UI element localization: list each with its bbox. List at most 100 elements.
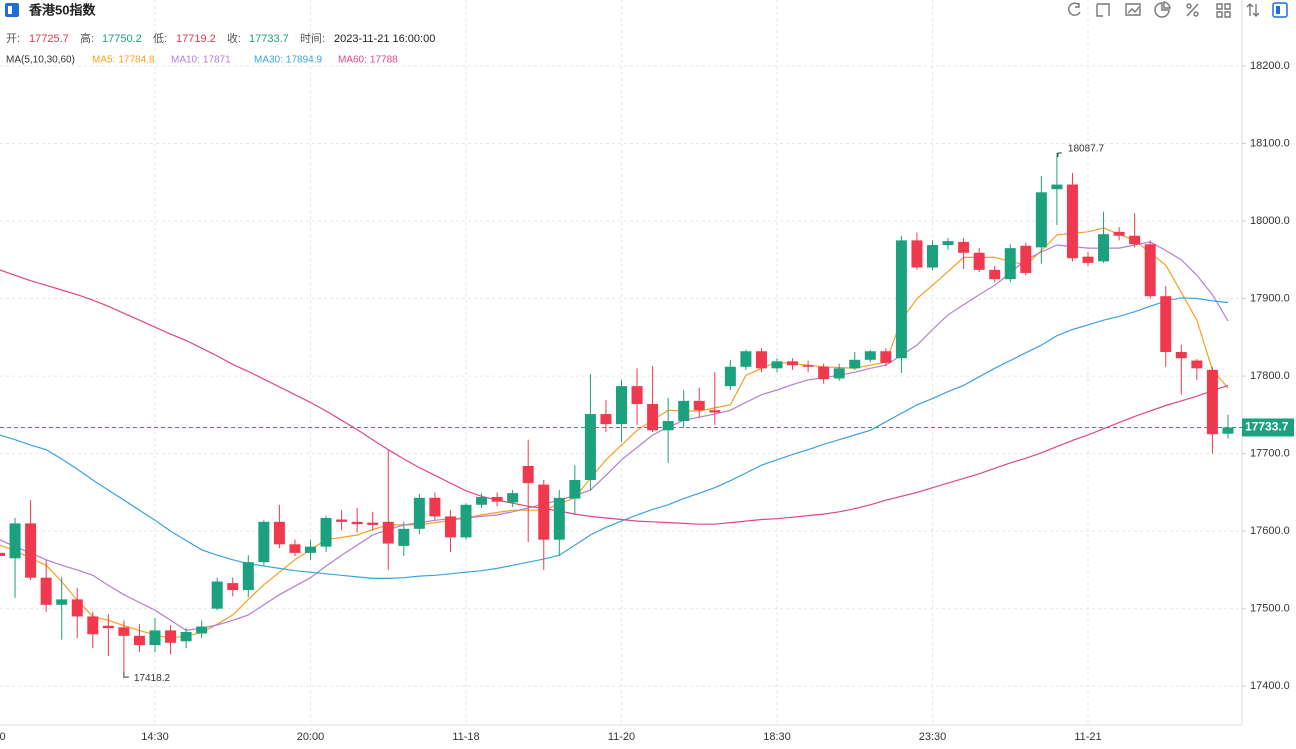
candle-body	[56, 599, 68, 605]
high-value: 17750.2	[102, 33, 142, 45]
ma-lines	[0, 227, 1229, 639]
candle-body	[398, 528, 410, 546]
legend-name: MA30:	[254, 55, 283, 66]
layout-button[interactable]	[1216, 3, 1231, 18]
candle-body	[227, 583, 239, 591]
current-price-tag	[1242, 418, 1294, 437]
legend-value: 17784.8	[118, 55, 155, 66]
y-tick-label: 18200.0	[1250, 60, 1290, 72]
legend-name: MA5:	[92, 55, 115, 66]
candle-body	[662, 421, 674, 431]
candles	[0, 152, 1234, 673]
draw-button[interactable]	[1096, 3, 1110, 17]
candle-body	[413, 497, 425, 529]
candle-body	[553, 497, 565, 540]
ma-line	[0, 227, 1229, 639]
candle-body	[196, 626, 208, 634]
panel-button-part	[1276, 6, 1280, 14]
min-label: 17418.2	[134, 673, 171, 684]
candle-body	[958, 241, 970, 253]
candle-body	[1082, 256, 1094, 263]
candle-body	[25, 523, 37, 578]
chart-title: 香港50指数	[28, 2, 96, 17]
x-tick-label: 18:30	[763, 731, 791, 743]
y-tick-label: 17800.0	[1250, 370, 1290, 382]
candle-body	[522, 466, 534, 484]
candle-body	[740, 351, 752, 367]
candle-body	[491, 497, 503, 502]
candle-body	[911, 240, 923, 268]
y-tick-label: 18000.0	[1250, 215, 1290, 227]
candle-body	[476, 497, 488, 505]
toolbar	[1068, 1, 1288, 18]
x-tick-label: 11-21	[1074, 731, 1101, 743]
candle-body	[429, 497, 441, 517]
candle-body	[1035, 192, 1047, 248]
candle-body	[631, 386, 643, 404]
candle-body	[1129, 235, 1141, 245]
candle-body	[460, 504, 472, 538]
candle-body	[1020, 245, 1032, 273]
open-value: 17725.7	[29, 33, 69, 45]
candle-body	[102, 625, 114, 629]
low-value: 17719.2	[176, 33, 216, 45]
current-price-label: 17733.7	[1245, 420, 1289, 434]
grid	[0, 0, 1242, 725]
candle-body	[724, 366, 736, 387]
y-tick-label: 17500.0	[1250, 603, 1290, 615]
candle-body	[149, 630, 161, 646]
candle-body	[709, 410, 721, 413]
refresh-button[interactable]	[1068, 2, 1081, 16]
legend-name: MA10:	[171, 55, 200, 66]
low-label: 低:	[153, 32, 167, 45]
candle-body	[1004, 248, 1016, 280]
percent-button[interactable]	[1186, 3, 1199, 17]
candle-body	[1066, 184, 1078, 259]
sort-button[interactable]	[1246, 3, 1260, 17]
legend-value: 17788	[370, 55, 398, 66]
candle-body	[973, 252, 985, 270]
x-tick-label: 20:00	[297, 731, 325, 743]
open-label: 开:	[6, 33, 20, 45]
candle-body	[382, 521, 394, 544]
candle-body	[647, 403, 659, 431]
overlay: 17400.0 17500.0 17600.0 17700.0 17800.0 17900…	[0, 60, 1294, 743]
ma-line	[0, 269, 1229, 525]
x-tick-label: 11-20	[608, 731, 635, 743]
symbol-icon-part	[8, 6, 12, 14]
candle-body	[693, 400, 705, 411]
candle-body	[584, 414, 596, 480]
time-value: 2023-11-21 16:00:00	[334, 33, 435, 45]
candle-body	[833, 368, 845, 379]
panel-button[interactable]	[1272, 2, 1288, 18]
candle-body	[616, 386, 627, 425]
high-label: 高:	[80, 31, 94, 45]
candle-body	[165, 630, 177, 643]
candle-body	[1222, 427, 1234, 434]
candle-body	[180, 631, 192, 642]
candle-body	[927, 245, 938, 268]
candle-body	[771, 361, 783, 369]
candle-body	[40, 577, 52, 605]
candle-body	[818, 366, 830, 380]
candle-body	[258, 521, 270, 563]
candle-body	[211, 581, 223, 609]
candle-body	[71, 599, 83, 617]
candle-body	[367, 522, 379, 525]
candle-body	[802, 365, 814, 367]
ma-line	[0, 241, 1229, 632]
pie-button[interactable]	[1154, 1, 1171, 18]
indicator-button[interactable]	[1125, 3, 1141, 16]
candle-body	[320, 517, 332, 547]
candle-body	[787, 361, 799, 366]
candle-body	[569, 479, 581, 499]
candle-body	[336, 519, 348, 522]
y-tick-label: 18100.0	[1250, 137, 1290, 149]
x-tick-label: 11-18	[452, 731, 479, 743]
candle-body	[880, 351, 892, 363]
candle-body	[895, 240, 907, 359]
close-value: 17733.7	[249, 33, 289, 45]
ma-line	[0, 297, 1229, 579]
